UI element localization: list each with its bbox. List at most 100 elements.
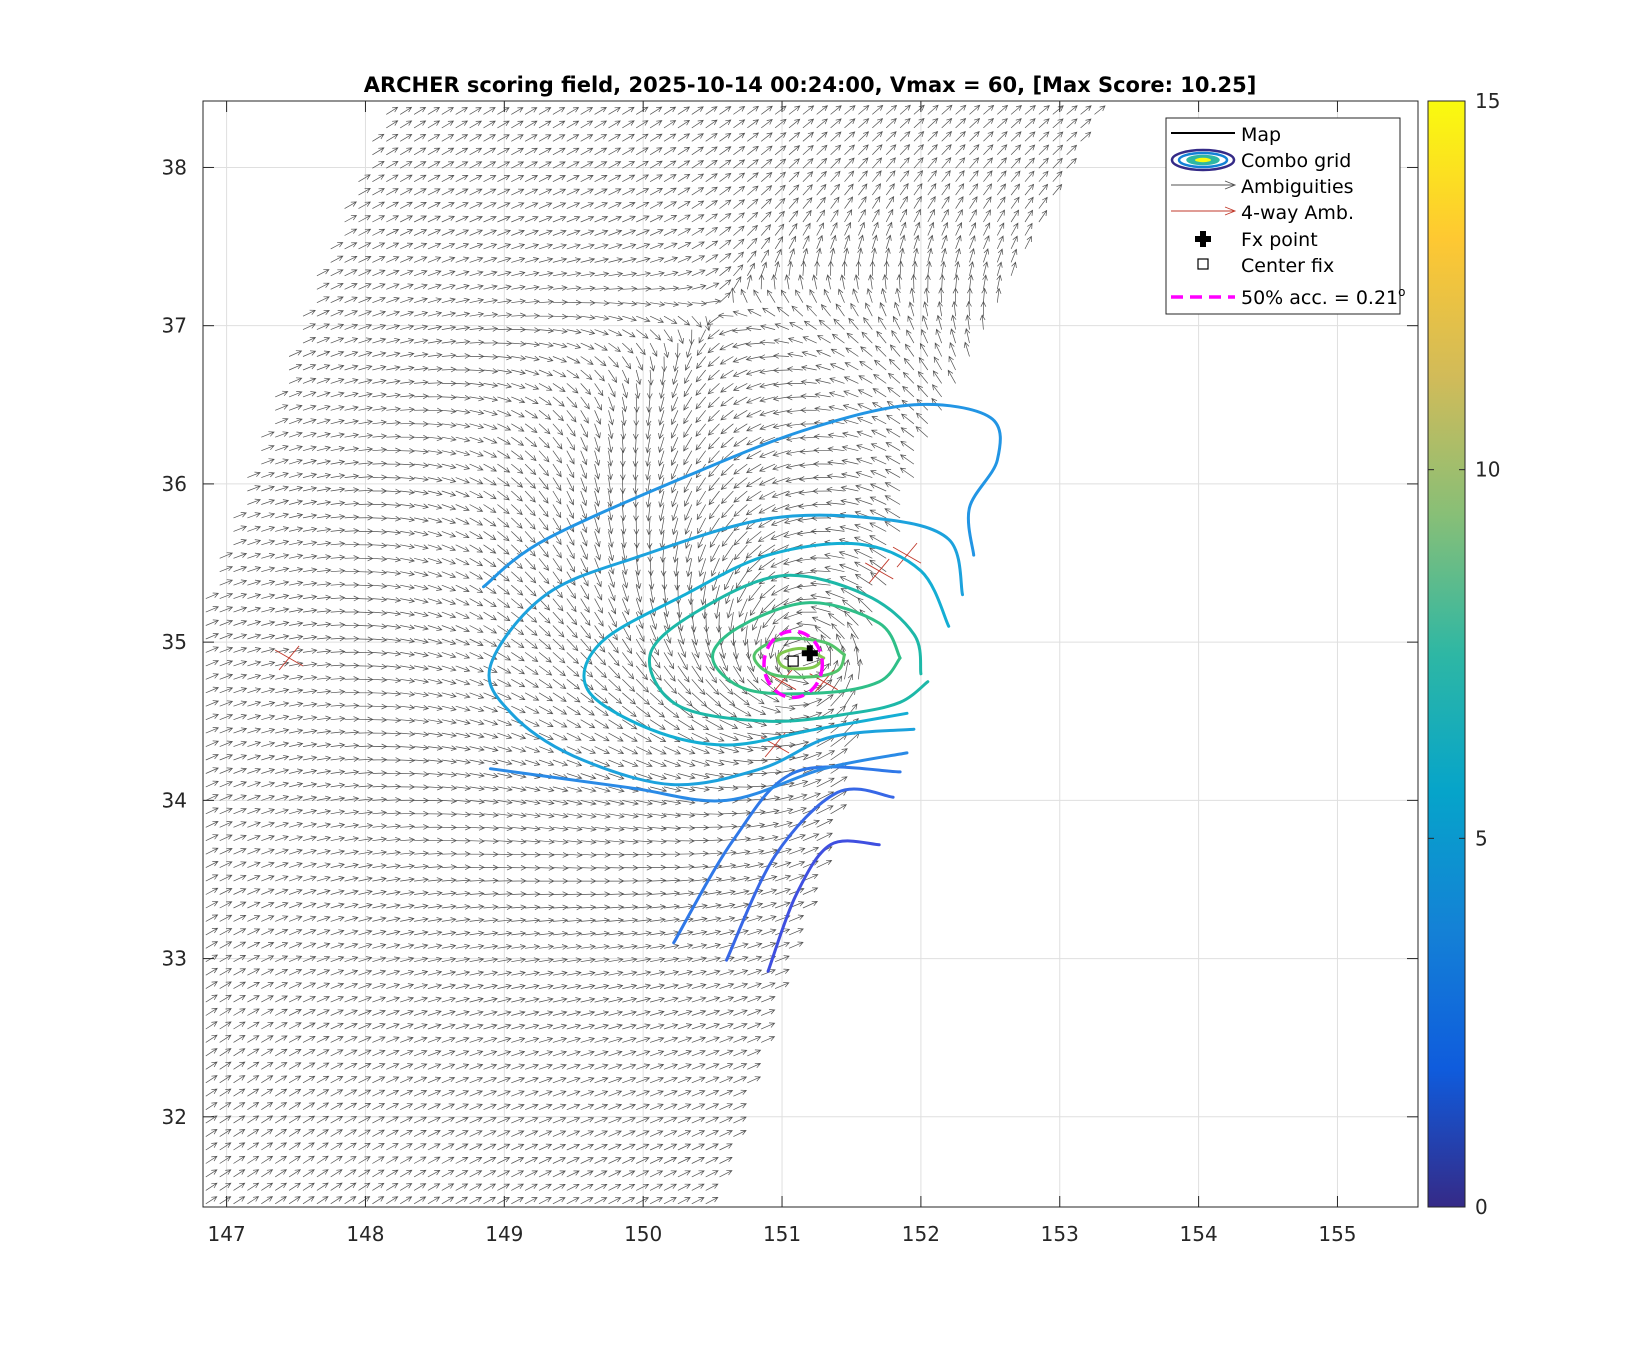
ambiguity-arrow	[261, 566, 276, 573]
ambiguity-arrow	[372, 515, 388, 522]
ambiguity-arrow	[854, 523, 873, 532]
ambiguity-arrow	[646, 531, 653, 549]
ambiguity-arrow	[289, 822, 304, 828]
ambiguity-arrow	[483, 326, 499, 332]
ambiguity-arrow	[288, 1035, 302, 1043]
ambiguity-arrow	[330, 378, 345, 384]
ambiguity-arrow	[288, 915, 303, 922]
ambiguity-arrow	[372, 1169, 385, 1178]
ambiguity-arrow	[949, 341, 956, 357]
ambiguity-arrow	[552, 944, 569, 950]
ambiguity-arrow	[302, 1196, 315, 1205]
ambiguity-arrow	[594, 544, 601, 561]
ambiguity-arrow	[330, 1062, 344, 1070]
ambiguity-arrow	[594, 679, 608, 691]
ambiguity-arrow	[483, 147, 497, 156]
ambiguity-arrow	[761, 995, 776, 1003]
ambiguity-arrow	[483, 477, 497, 486]
ambiguity-arrow	[344, 269, 358, 277]
ambiguity-arrow	[552, 161, 566, 169]
ambiguity-arrow	[608, 746, 625, 755]
ambiguity-arrow	[735, 571, 748, 589]
ambiguity-arrow	[414, 352, 429, 358]
ambiguity-arrow	[802, 209, 812, 223]
ambiguity-arrow	[691, 119, 704, 129]
ambiguity-arrow	[1052, 170, 1063, 182]
ambiguity-arrow	[372, 1023, 386, 1030]
ambiguity-arrow	[899, 221, 907, 236]
ambiguity-arrow	[708, 504, 720, 520]
ambiguity-arrow	[344, 729, 360, 736]
ambiguity-arrow	[400, 269, 414, 277]
ambiguity-arrow	[441, 785, 458, 791]
ambiguity-arrow	[247, 593, 262, 599]
ambiguity-arrow	[302, 1009, 316, 1016]
ambiguity-arrow	[261, 660, 276, 667]
ambiguity-arrow	[400, 996, 415, 1003]
ambiguity-arrow	[247, 633, 262, 640]
ambiguity-arrow	[622, 315, 637, 322]
ambiguity-arrow	[594, 531, 601, 548]
ambiguity-arrow	[414, 462, 429, 469]
ambiguity-arrow	[885, 117, 897, 129]
ambiguity-arrow	[622, 1010, 637, 1016]
ambiguity-arrow	[707, 410, 720, 422]
ambiguity-arrow	[525, 891, 541, 898]
ambiguity-arrow	[705, 227, 719, 236]
ambiguity-arrow	[566, 147, 580, 156]
ambiguity-arrow	[233, 874, 247, 882]
ambiguity-arrow	[580, 917, 597, 924]
ambiguity-arrow	[835, 633, 845, 653]
ambiguity-arrow	[910, 274, 917, 290]
ambiguity-arrow	[594, 957, 610, 963]
ambiguity-arrow	[677, 242, 692, 250]
ambiguity-arrow	[427, 229, 442, 236]
ambiguity-arrow	[913, 247, 919, 263]
ambiguity-arrow	[455, 243, 470, 250]
ambiguity-arrow	[427, 1116, 441, 1124]
ambiguity-arrow	[441, 161, 455, 169]
ambiguity-arrow	[372, 161, 385, 169]
ambiguity-arrow	[330, 581, 346, 588]
ambiguity-arrow	[219, 1048, 232, 1057]
ambiguity-arrow	[815, 364, 831, 371]
ambiguity-arrow	[455, 1023, 470, 1030]
ambiguity-arrow	[622, 1023, 637, 1030]
ambiguity-arrow	[759, 396, 776, 403]
ambiguity-arrow	[302, 955, 317, 963]
ambiguity-arrow	[261, 1142, 274, 1151]
ambiguity-arrow	[594, 970, 610, 977]
ambiguity-arrow	[608, 285, 624, 292]
ambiguity-arrow	[608, 983, 624, 990]
ambiguity-arrow	[497, 423, 512, 431]
ambiguity-arrow	[608, 202, 622, 209]
ambiguity-arrow	[939, 274, 946, 290]
ambiguity-arrow	[247, 1169, 260, 1178]
ambiguity-arrow	[483, 705, 499, 713]
ambiguity-arrow	[795, 609, 817, 615]
ambiguity-arrow	[816, 170, 827, 182]
ambiguity-arrow	[620, 504, 627, 522]
ambiguity-arrow	[247, 834, 261, 842]
ambiguity-arrow	[483, 312, 499, 318]
ambiguity-arrow	[788, 941, 804, 949]
ambiguity-arrow	[760, 132, 773, 142]
ambiguity-arrow	[316, 662, 332, 668]
ambiguity-arrow	[1024, 222, 1033, 236]
ambiguity-arrow	[709, 531, 720, 548]
ambiguity-arrow	[497, 382, 513, 389]
ambiguity-arrow	[205, 981, 218, 989]
ambiguity-arrow	[497, 1010, 512, 1016]
ambiguity-arrow	[358, 1009, 372, 1016]
ambiguity-arrow	[671, 410, 679, 426]
ambiguity-arrow	[774, 145, 787, 156]
ambiguity-arrow	[302, 661, 318, 668]
ambiguity-arrow	[511, 134, 524, 142]
ambiguity-arrow	[400, 624, 416, 631]
ambiguity-arrow	[663, 1050, 679, 1057]
ambiguity-arrow	[261, 593, 276, 599]
ambiguity-arrow	[344, 769, 360, 776]
ambiguity-arrow	[649, 611, 657, 630]
ambiguity-arrow	[899, 104, 911, 115]
ambiguity-arrow	[636, 188, 650, 196]
